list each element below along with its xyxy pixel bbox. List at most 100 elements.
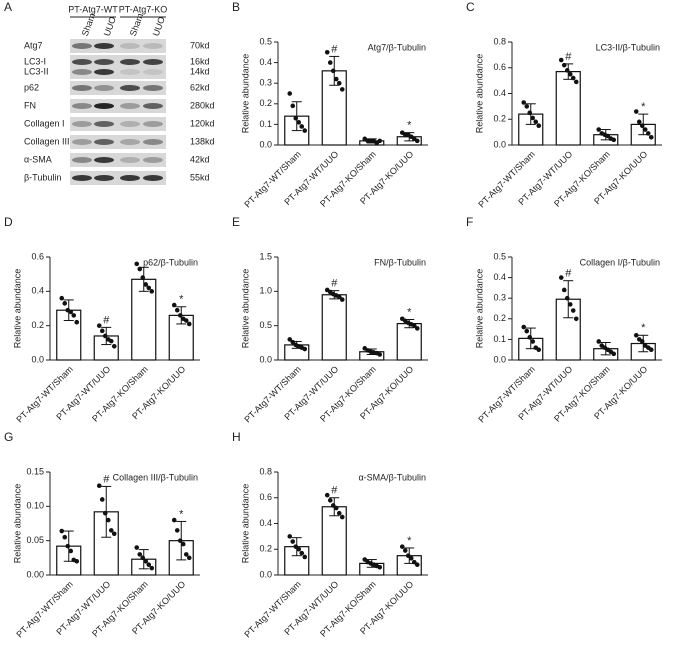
data-point: [339, 297, 345, 302]
blot-band: [143, 69, 163, 75]
y-tick-label: 0.2: [31, 320, 44, 330]
data-point: [62, 534, 68, 540]
significance: *: [179, 294, 184, 306]
protein-label: FN: [24, 100, 36, 110]
data-point: [171, 302, 177, 308]
y-tick-label: 0.2: [493, 114, 506, 124]
data-point: [324, 492, 330, 498]
group-label: PT-Atg7-WT: [68, 4, 118, 14]
lane-label: UUO: [102, 15, 118, 37]
data-point: [648, 347, 654, 353]
data-point: [558, 275, 564, 280]
data-point: [134, 545, 140, 550]
blot-strip: [70, 135, 166, 149]
data-point: [140, 275, 146, 280]
data-point: [611, 137, 617, 143]
size-label: 120kd: [190, 118, 215, 128]
data-point: [567, 71, 573, 77]
size-label: 62kd: [190, 82, 210, 92]
data-point: [299, 550, 305, 556]
data-point: [414, 138, 420, 144]
chart-title: p62/β-Tubulin: [143, 257, 198, 267]
data-point: [524, 104, 530, 109]
data-point: [171, 517, 177, 523]
data-point: [339, 87, 345, 92]
data-point: [174, 307, 180, 313]
data-point: [408, 555, 414, 561]
group-label: PT-Atg7-KO: [119, 4, 168, 14]
data-point: [302, 346, 308, 352]
data-point: [137, 266, 143, 272]
blot-strip: [70, 39, 166, 53]
protein-label: α-SMA: [24, 154, 52, 164]
blot-strip: [70, 99, 166, 113]
data-point: [183, 552, 189, 557]
data-point: [558, 57, 564, 63]
data-point: [287, 534, 293, 539]
data-point: [327, 60, 333, 65]
y-tick-label: 0.15: [26, 466, 44, 476]
size-label: 16kd: [190, 56, 210, 66]
data-point: [377, 138, 383, 144]
y-tick-label: 1.5: [259, 251, 272, 261]
blot-band: [94, 175, 114, 181]
blot-band: [94, 59, 114, 65]
data-point: [137, 552, 143, 557]
data-point: [324, 50, 330, 55]
panel-letter: H: [232, 430, 241, 444]
data-point: [143, 282, 149, 287]
data-point: [99, 497, 105, 502]
data-point: [333, 76, 339, 82]
data-point: [102, 510, 108, 516]
data-point: [174, 528, 180, 533]
data-point: [639, 123, 645, 128]
data-point: [134, 261, 140, 267]
blot-band: [120, 175, 140, 181]
data-point: [302, 554, 308, 560]
size-label: 138kd: [190, 136, 215, 146]
blot-band: [143, 103, 163, 109]
data-point: [102, 333, 108, 339]
significance: *: [641, 101, 646, 113]
data-point: [564, 68, 570, 73]
data-point: [414, 562, 420, 567]
data-point: [59, 295, 65, 301]
data-point: [65, 543, 71, 549]
data-point: [561, 287, 567, 293]
significance: #: [103, 314, 110, 326]
significance: #: [331, 485, 338, 497]
y-tick-label: 0.05: [26, 535, 44, 545]
y-tick-label: 0.0: [493, 139, 506, 149]
blot-band: [120, 157, 140, 163]
blot-band: [94, 43, 114, 49]
y-tick-label: 0.5: [259, 36, 272, 46]
blot-band: [72, 85, 92, 91]
data-point: [105, 517, 111, 523]
blot-band: [72, 157, 92, 163]
data-point: [596, 127, 602, 132]
data-point: [530, 115, 536, 121]
data-point: [96, 483, 102, 489]
blot-strip: [70, 117, 166, 131]
y-tick-label: 0.0: [31, 354, 44, 364]
blot-band: [120, 85, 140, 91]
chart-title: Atg7/β-Tubulin: [368, 42, 426, 52]
lane-label: Sham: [80, 12, 97, 38]
protein-label: p62: [24, 82, 39, 92]
y-tick-label: 0.6: [31, 251, 44, 261]
data-point: [596, 339, 602, 344]
data-point: [561, 62, 567, 68]
panel-letter: C: [466, 0, 475, 14]
data-point: [411, 323, 417, 328]
protein-label: β-Tubulin: [24, 172, 61, 182]
data-point: [177, 538, 183, 543]
data-point: [533, 119, 539, 125]
data-point: [648, 134, 654, 140]
chart-title: α-SMA/β-Tubulin: [358, 472, 426, 482]
y-tick-label: 0.8: [493, 36, 506, 46]
data-point: [108, 338, 114, 344]
y-tick-label: 0.0: [259, 569, 272, 579]
blot-band: [120, 121, 140, 127]
protein-label: Collagen I: [24, 118, 65, 128]
significance: #: [331, 43, 338, 55]
